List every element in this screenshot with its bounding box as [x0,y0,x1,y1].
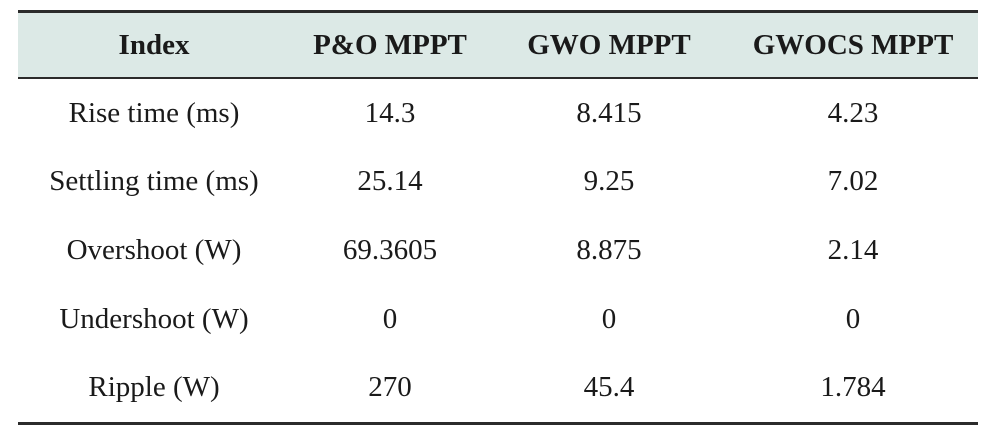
table-header: Index P&O MPPT GWO MPPT GWOCS MPPT [18,11,978,78]
cell-gwo-mppt: 45.4 [583,371,635,404]
table-row: Overshoot (W) 69.3605 8.875 2.14 [18,216,978,285]
cell-gwo-mppt: 8.415 [576,96,642,129]
cell-gwocs-mppt: 1.784 [820,371,886,404]
comparison-table-container: Index P&O MPPT GWO MPPT GWOCS MPPT Rise … [18,10,978,425]
cell-gwocs-mppt: 2.14 [827,234,879,266]
cell-po-mppt: 270 [368,371,412,404]
cell-po-mppt: 69.3605 [342,234,438,266]
cell-gwo-mppt: 9.25 [583,165,635,197]
header-po-mppt: P&O MPPT [313,28,467,61]
cell-gwocs-mppt: 7.02 [827,165,879,197]
cell-gwocs-mppt: 0 [845,303,861,335]
header-gwo-mppt: GWO MPPT [527,28,691,61]
cell-gwocs-mppt: 4.23 [827,96,879,129]
table-row: Settling time (ms) 25.14 9.25 7.02 [18,147,978,216]
header-row: Index P&O MPPT GWO MPPT GWOCS MPPT [18,11,978,78]
table-row: Undershoot (W) 0 0 0 [18,285,978,354]
row-label: Settling time (ms) [49,165,259,197]
table-row: Ripple (W) 270 45.4 1.784 [18,354,978,423]
header-index: Index [118,28,190,61]
cell-po-mppt: 14.3 [364,96,416,129]
cell-po-mppt: 25.14 [357,165,423,197]
row-label: Ripple (W) [88,371,220,404]
row-label: Overshoot (W) [66,234,242,266]
header-gwocs-mppt: GWOCS MPPT [752,28,954,61]
cell-gwo-mppt: 0 [601,303,617,335]
mppt-comparison-table: Index P&O MPPT GWO MPPT GWOCS MPPT Rise … [18,10,978,425]
cell-po-mppt: 0 [382,303,398,335]
row-label: Undershoot (W) [59,303,249,335]
table-body: Rise time (ms) 14.3 8.415 4.23 Settling … [18,78,978,423]
table-row: Rise time (ms) 14.3 8.415 4.23 [18,78,978,147]
cell-gwo-mppt: 8.875 [576,234,642,266]
row-label: Rise time (ms) [68,96,240,129]
